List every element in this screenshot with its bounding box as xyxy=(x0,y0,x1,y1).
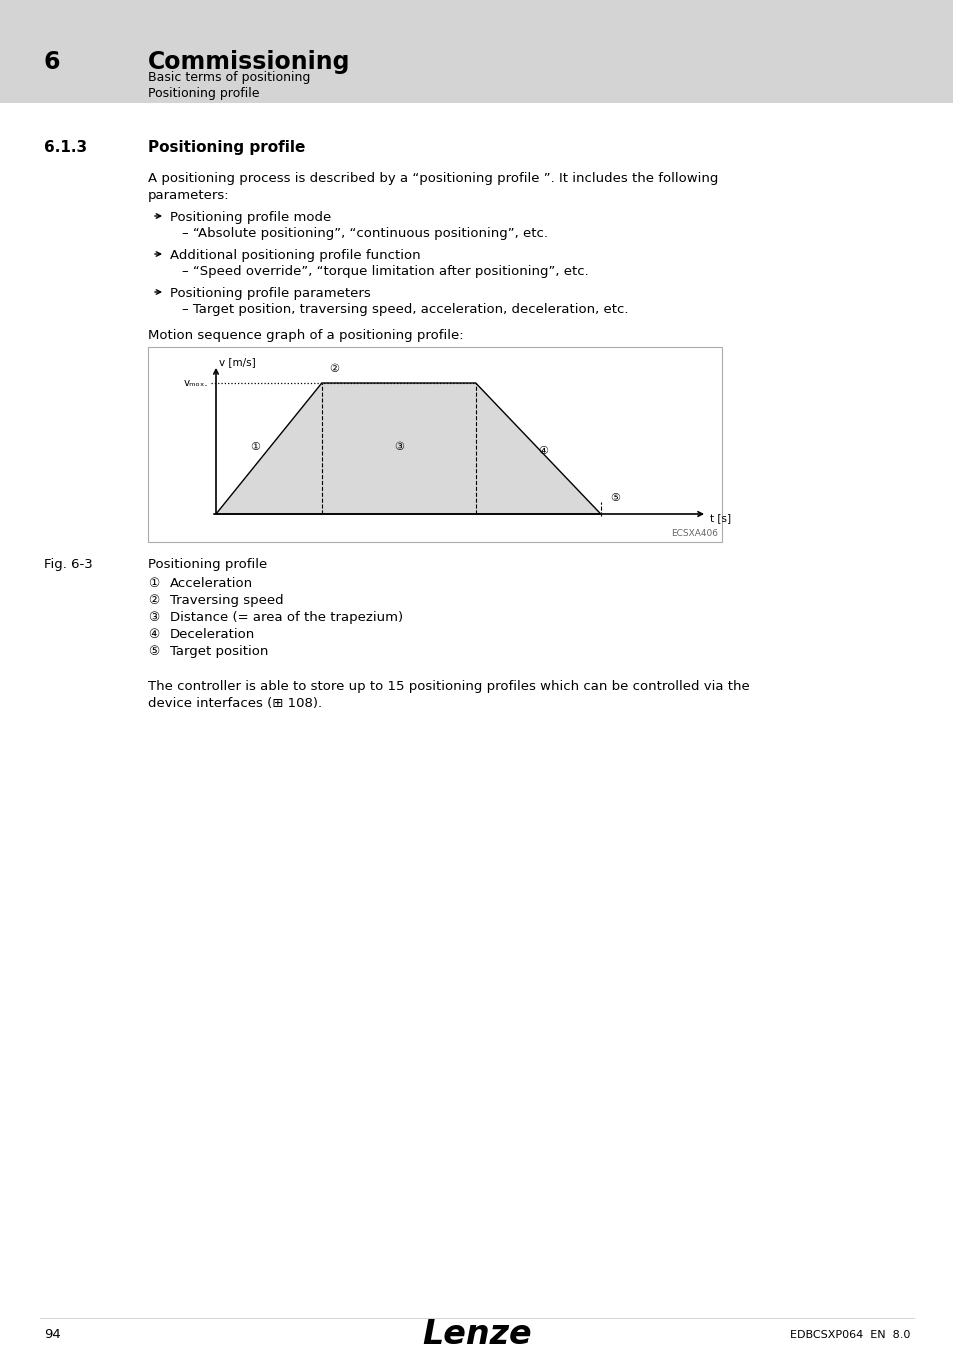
Text: parameters:: parameters: xyxy=(148,189,230,202)
Text: ①: ① xyxy=(148,576,159,590)
Text: ECSXA406: ECSXA406 xyxy=(670,529,718,539)
Text: t [s]: t [s] xyxy=(709,513,730,522)
Text: device interfaces (⊞ 108).: device interfaces (⊞ 108). xyxy=(148,697,322,710)
Text: – “Speed override”, “torque limitation after positioning”, etc.: – “Speed override”, “torque limitation a… xyxy=(182,265,588,278)
Text: The controller is able to store up to 15 positioning profiles which can be contr: The controller is able to store up to 15… xyxy=(148,680,749,693)
Text: Distance (= area of the trapezium): Distance (= area of the trapezium) xyxy=(170,612,403,624)
Polygon shape xyxy=(215,383,600,514)
Text: Positioning profile mode: Positioning profile mode xyxy=(170,211,331,224)
Text: Deceleration: Deceleration xyxy=(170,628,255,641)
Text: 6: 6 xyxy=(44,50,60,74)
Text: – “Absolute positioning”, “continuous positioning”, etc.: – “Absolute positioning”, “continuous po… xyxy=(182,227,547,240)
Text: Traversing speed: Traversing speed xyxy=(170,594,283,608)
Text: v [m/s]: v [m/s] xyxy=(219,356,255,367)
Text: 94: 94 xyxy=(44,1328,61,1342)
Text: A positioning process is described by a “positioning profile ”. It includes the : A positioning process is described by a … xyxy=(148,171,718,185)
Text: Lenze: Lenze xyxy=(422,1319,531,1350)
Text: ⑤: ⑤ xyxy=(148,645,159,657)
Text: Positioning profile: Positioning profile xyxy=(148,140,305,155)
Text: – Target position, traversing speed, acceleration, deceleration, etc.: – Target position, traversing speed, acc… xyxy=(182,302,628,316)
Text: ①: ① xyxy=(251,441,260,452)
Text: vₘₒₓ.: vₘₒₓ. xyxy=(183,378,208,387)
Text: Positioning profile: Positioning profile xyxy=(148,86,259,100)
Text: Fig. 6-3: Fig. 6-3 xyxy=(44,558,92,571)
Text: Additional positioning profile function: Additional positioning profile function xyxy=(170,248,420,262)
Text: 6.1.3: 6.1.3 xyxy=(44,140,87,155)
Text: ②: ② xyxy=(148,594,159,608)
Text: EDBCSXP064  EN  8.0: EDBCSXP064 EN 8.0 xyxy=(789,1330,909,1341)
Text: ⑤: ⑤ xyxy=(609,493,619,504)
Text: Motion sequence graph of a positioning profile:: Motion sequence graph of a positioning p… xyxy=(148,329,463,342)
Text: Positioning profile: Positioning profile xyxy=(148,558,267,571)
Text: Commissioning: Commissioning xyxy=(148,50,350,74)
Text: Target position: Target position xyxy=(170,645,268,657)
Bar xyxy=(148,347,721,541)
Text: Positioning profile parameters: Positioning profile parameters xyxy=(170,288,371,300)
Text: ②: ② xyxy=(329,364,338,374)
Text: ③: ③ xyxy=(148,612,159,624)
Text: Acceleration: Acceleration xyxy=(170,576,253,590)
Text: Basic terms of positioning: Basic terms of positioning xyxy=(148,72,310,85)
Text: ③: ③ xyxy=(394,441,403,452)
Bar xyxy=(0,0,953,103)
Text: ④: ④ xyxy=(537,446,548,456)
Text: ④: ④ xyxy=(148,628,159,641)
